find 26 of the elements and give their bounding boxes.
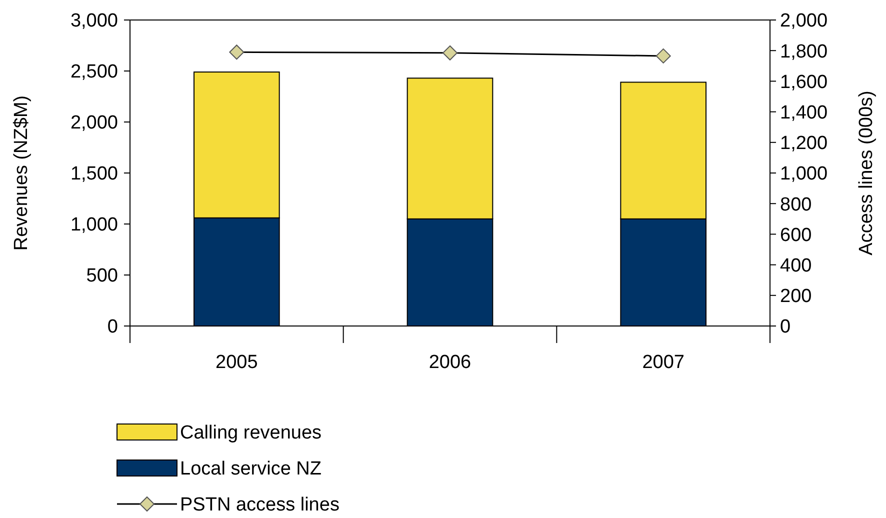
legend-label: Calling revenues: [180, 422, 322, 444]
y-tick-label: 1,500: [70, 164, 118, 185]
y2-tick-label: 400: [780, 255, 812, 276]
x-tick-label: 2005: [216, 352, 258, 373]
x-tick-label: 2007: [642, 352, 684, 373]
y2-tick-label: 2,000: [780, 10, 828, 32]
y2-tick-label: 1,200: [780, 133, 828, 154]
y2-tick-label: 1,000: [780, 164, 828, 185]
legend-label: PSTN access lines: [180, 494, 340, 516]
y2-tick-label: 200: [780, 286, 812, 308]
y-tick-label: 1,000: [70, 214, 118, 236]
y-tick-label: 500: [86, 266, 118, 287]
y2-tick-label: 600: [780, 224, 812, 246]
y-tick-label: 2,500: [70, 62, 118, 83]
y2-tick-label: 800: [780, 194, 812, 216]
legend-label: Local service NZ: [180, 458, 322, 480]
y-tick-label: 3,000: [70, 10, 118, 32]
y2-tick-label: 1,600: [780, 72, 828, 93]
x-tick-label: 2006: [428, 352, 472, 373]
y2-tick-label: 0: [780, 316, 791, 338]
y-tick-label: 0: [107, 316, 118, 338]
y2-axis-title: Access lines (000s): [856, 90, 877, 256]
y-axis-title: Revenues (NZ$M): [11, 95, 32, 251]
y-tick-label: 2,000: [70, 112, 118, 134]
y2-tick-label: 1,400: [780, 102, 828, 124]
y2-tick-label: 1,800: [780, 41, 828, 62]
